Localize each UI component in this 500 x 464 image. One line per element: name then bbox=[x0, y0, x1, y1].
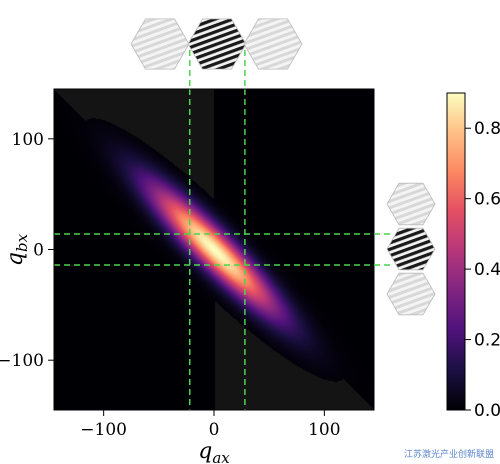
x-axis-title: qax bbox=[198, 439, 230, 464]
x-tick-label: 100 bbox=[308, 420, 340, 440]
guide-lines bbox=[54, 89, 374, 410]
colorbar-tick-label: 0.8 bbox=[474, 119, 500, 139]
light-grating-hexagon bbox=[130, 18, 190, 70]
x-axis-title-subscript: ax bbox=[212, 449, 230, 464]
y-tick-label: 0 bbox=[33, 241, 44, 261]
colorbar-gradient bbox=[446, 92, 466, 411]
watermark-text: 江苏激光产业创新联盟 bbox=[403, 450, 494, 460]
colorbar-tick-label: 0.4 bbox=[474, 260, 500, 280]
y-tick-label: 100 bbox=[12, 130, 44, 150]
colorbar-ticks: 0.0 0.2 0.4 0.6 0.8 bbox=[465, 119, 500, 421]
colorbar-tick-label: 0.0 bbox=[474, 401, 500, 421]
dark-grating-hexagon bbox=[386, 227, 436, 271]
heatmap-area bbox=[54, 89, 374, 410]
right-insets bbox=[386, 182, 436, 316]
y-axis: 100 0 −100 bbox=[0, 130, 54, 371]
y-axis-title-subscript: bx bbox=[13, 233, 31, 252]
colorbar-tick-label: 0.2 bbox=[474, 331, 500, 351]
light-grating-hexagon bbox=[386, 182, 436, 226]
light-grating-hexagon bbox=[386, 272, 436, 316]
heatmap-image bbox=[54, 89, 374, 410]
colorbar: 0.0 0.2 0.4 0.6 0.8 bbox=[446, 92, 500, 421]
x-axis: −100 0 100 bbox=[80, 410, 341, 440]
top-insets bbox=[130, 18, 303, 70]
x-tick-label: 0 bbox=[209, 420, 220, 440]
light-grating-hexagon bbox=[243, 18, 303, 70]
y-tick-label: −100 bbox=[0, 351, 44, 371]
colorbar-tick-label: 0.6 bbox=[474, 190, 500, 210]
dark-grating-hexagon bbox=[187, 18, 247, 70]
y-axis-title: qbx bbox=[3, 233, 31, 266]
x-tick-label: −100 bbox=[80, 420, 127, 440]
